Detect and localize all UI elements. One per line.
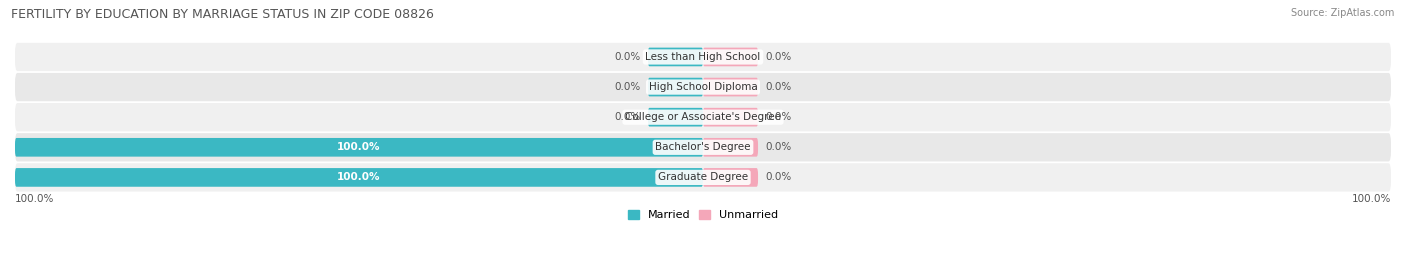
Text: 0.0%: 0.0%	[765, 142, 792, 152]
Text: 100.0%: 100.0%	[337, 172, 381, 182]
Text: 0.0%: 0.0%	[765, 112, 792, 122]
FancyBboxPatch shape	[648, 78, 703, 96]
FancyBboxPatch shape	[15, 138, 703, 157]
FancyBboxPatch shape	[15, 103, 1391, 131]
Text: Graduate Degree: Graduate Degree	[658, 172, 748, 182]
Text: Source: ZipAtlas.com: Source: ZipAtlas.com	[1291, 8, 1395, 18]
FancyBboxPatch shape	[15, 73, 1391, 101]
FancyBboxPatch shape	[15, 163, 1391, 192]
Text: 0.0%: 0.0%	[614, 52, 641, 62]
Text: 100.0%: 100.0%	[1351, 194, 1391, 204]
FancyBboxPatch shape	[703, 138, 758, 157]
FancyBboxPatch shape	[703, 48, 758, 66]
FancyBboxPatch shape	[648, 108, 703, 126]
Text: 0.0%: 0.0%	[614, 82, 641, 92]
FancyBboxPatch shape	[703, 108, 758, 126]
Text: FERTILITY BY EDUCATION BY MARRIAGE STATUS IN ZIP CODE 08826: FERTILITY BY EDUCATION BY MARRIAGE STATU…	[11, 8, 434, 21]
Text: Less than High School: Less than High School	[645, 52, 761, 62]
FancyBboxPatch shape	[15, 133, 1391, 161]
FancyBboxPatch shape	[15, 43, 1391, 71]
Text: College or Associate's Degree: College or Associate's Degree	[626, 112, 780, 122]
Text: 100.0%: 100.0%	[337, 142, 381, 152]
Text: 0.0%: 0.0%	[614, 112, 641, 122]
Text: 0.0%: 0.0%	[765, 52, 792, 62]
Text: Bachelor's Degree: Bachelor's Degree	[655, 142, 751, 152]
FancyBboxPatch shape	[648, 48, 703, 66]
FancyBboxPatch shape	[703, 168, 758, 187]
Text: High School Diploma: High School Diploma	[648, 82, 758, 92]
Text: 100.0%: 100.0%	[15, 194, 55, 204]
Text: 0.0%: 0.0%	[765, 82, 792, 92]
Legend: Married, Unmarried: Married, Unmarried	[627, 210, 779, 220]
Text: 0.0%: 0.0%	[765, 172, 792, 182]
FancyBboxPatch shape	[15, 168, 703, 187]
FancyBboxPatch shape	[703, 78, 758, 96]
